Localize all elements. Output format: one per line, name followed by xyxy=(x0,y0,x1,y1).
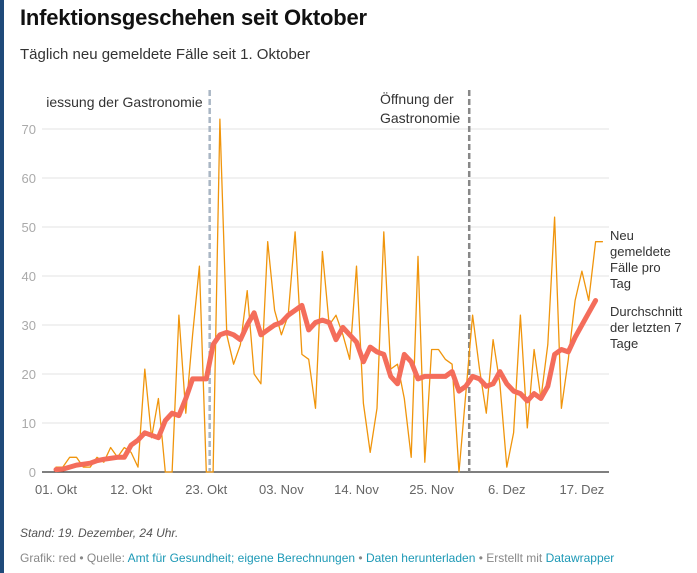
x-tick-label: 14. Nov xyxy=(334,482,379,497)
legend-label: gemeldete xyxy=(610,244,671,259)
x-tick-label: 6. Dez xyxy=(488,482,526,497)
x-tick-label: 25. Nov xyxy=(409,482,454,497)
data-stand-note: Stand: 19. Dezember, 24 Uhr. xyxy=(20,526,179,540)
event-annotations: iessung der Gastronomie Öffnung der Gastro… xyxy=(46,90,471,472)
chart-title: Infektionsgeschehen seit Oktober xyxy=(20,5,367,30)
y-tick-label: 0 xyxy=(29,465,36,480)
annotation-label: iessung der Gastronomie xyxy=(46,94,203,110)
x-axis-ticks: 01. Okt 12. Okt 23. Okt 03. Nov 14. Nov 25. N… xyxy=(35,482,604,497)
legend-label: Tage xyxy=(610,336,638,351)
y-tick-label: 40 xyxy=(22,269,36,284)
footer-separator: • xyxy=(76,551,87,565)
annotation-label: Gastronomie xyxy=(380,110,460,126)
x-tick-label: 01. Okt xyxy=(35,482,77,497)
seven-day-average-line xyxy=(53,298,599,473)
y-tick-label: 20 xyxy=(22,367,36,382)
footer-separator: • xyxy=(355,551,366,565)
source-link[interactable]: Amt für Gesundheit; eigene Berechnungen xyxy=(127,551,356,565)
annotation-label: Öffnung der xyxy=(380,90,454,107)
y-tick-label: 50 xyxy=(22,220,36,235)
footer-created-label: Erstellt mit xyxy=(486,551,546,565)
y-tick-label: 70 xyxy=(22,122,36,137)
download-data-link[interactable]: Daten herunterladen xyxy=(365,551,476,565)
y-axis-ticks: 0 10 20 30 40 50 60 70 xyxy=(22,122,36,480)
daily-cases-line xyxy=(55,118,604,473)
footer-grafik: Grafik: red xyxy=(20,551,77,565)
y-tick-label: 60 xyxy=(22,171,36,186)
y-tick-label: 10 xyxy=(22,416,36,431)
series-lines xyxy=(53,118,604,473)
x-tick-label: 03. Nov xyxy=(259,482,304,497)
chart-subtitle: Täglich neu gemeldete Fälle seit 1. Okto… xyxy=(20,46,311,63)
legend-label: Neu xyxy=(610,228,634,243)
footer-separator: • xyxy=(475,551,487,565)
x-tick-label: 23. Okt xyxy=(185,482,227,497)
footer: Grafik: red • Quelle: Amt für Gesundheit… xyxy=(20,551,614,565)
datawrapper-link[interactable]: Datawrapper xyxy=(545,551,615,565)
legend-label: Tag xyxy=(610,276,631,291)
x-tick-label: 17. Dez xyxy=(560,482,605,497)
page-left-border xyxy=(0,0,4,573)
line-chart: 0 10 20 30 40 50 60 70 01. Okt 12. Okt 23. Okt 03.… xyxy=(22,90,683,497)
legend-label: der letzten 7 xyxy=(610,320,682,335)
footer-quelle-label: Quelle: xyxy=(86,551,128,565)
gridlines xyxy=(42,128,609,473)
legend-label: Fälle pro xyxy=(610,260,661,275)
y-tick-label: 30 xyxy=(22,318,36,333)
legend-label: Durchschnitt xyxy=(610,304,683,319)
x-tick-label: 12. Okt xyxy=(110,482,152,497)
